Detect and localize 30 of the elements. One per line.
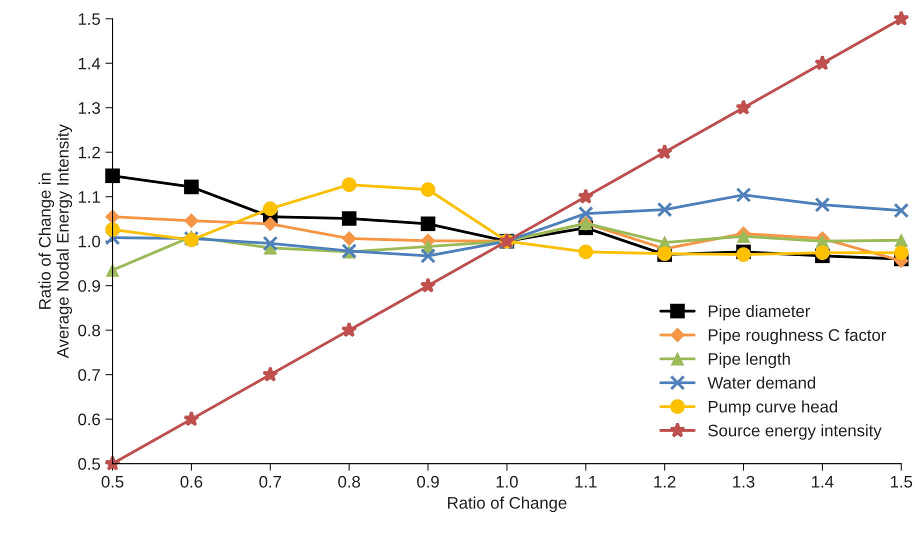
legend-label: Pipe diameter [708,304,810,320]
legend-label: Pump curve head [708,400,838,416]
y-tick-label: 0.5 [78,458,100,470]
x-tick-label: 1.4 [812,476,834,488]
y-tick-label: 1.3 [78,102,100,114]
x-tick-label: 0.9 [417,476,439,488]
y-tick-label: 0.8 [78,324,100,336]
x-tick-label: 0.7 [259,476,282,488]
x-tick-label: 1.3 [733,476,754,488]
legend-label: Water demand [708,376,816,389]
y-axis-title: Ratio of Change in Average Nodal Energy Intensity [38,124,72,358]
x-tick-label: 1.1 [575,476,597,488]
y-tick-label: 0.6 [78,414,100,426]
x-axis-title: Ratio of Change [448,496,566,512]
x-tick-label: 0.8 [338,476,360,488]
legend-label: Source energy intensity [708,424,882,440]
x-tick-label: 0.5 [102,476,124,488]
x-tick-label: 1.2 [654,476,676,488]
y-tick-label: 1.5 [78,13,100,25]
y-tick-label: 1.1 [78,191,100,203]
legend-label: Pipe roughness C factor [708,328,886,344]
y-tick-label: 1.4 [78,58,100,70]
x-tick-label: 1.5 [890,476,912,488]
x-tick-label: 1.0 [496,476,518,488]
y-tick-label: 1.2 [78,146,100,158]
y-tick-label: 0.9 [78,280,100,292]
y-tick-label: 1.0 [78,236,100,248]
legend-label: Pipe length [708,352,790,368]
x-tick-label: 0.6 [180,476,202,488]
y-tick-label: 0.7 [78,369,100,381]
